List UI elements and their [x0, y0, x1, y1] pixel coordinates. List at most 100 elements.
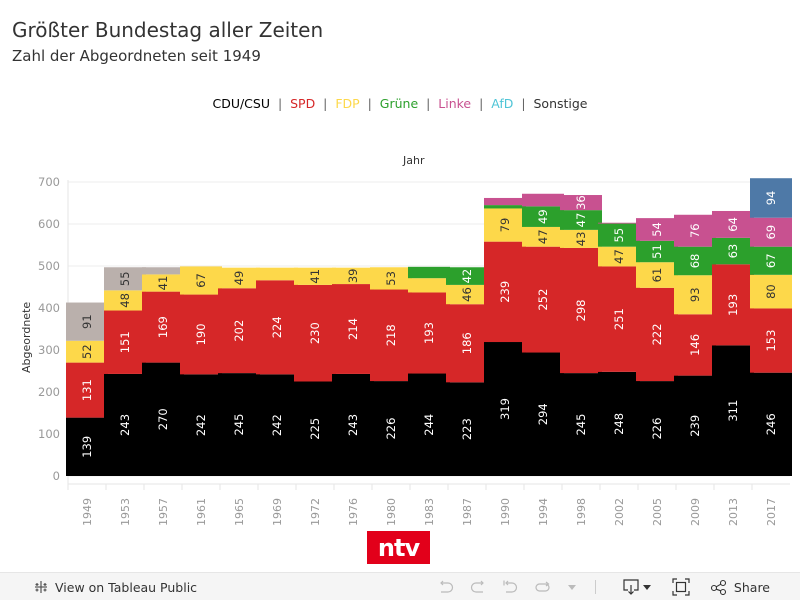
undo-button[interactable] — [437, 577, 455, 597]
bar-segment-gr-ne-2005[interactable] — [636, 240, 678, 263]
bar-segment-fdp-1965[interactable] — [218, 267, 260, 289]
bar-segment-spd-2009[interactable] — [674, 314, 716, 376]
bar-segment-fdp-1994[interactable] — [522, 226, 564, 247]
x-tick-label: 2002 — [613, 498, 626, 526]
bar-segment-linke-2017[interactable] — [750, 217, 792, 247]
bar-segment-spd-1998[interactable] — [560, 247, 602, 374]
bar-value-label: 294 — [536, 403, 550, 425]
bar-segment-fdp-1957[interactable] — [142, 274, 184, 292]
bar-segment-linke-2005[interactable] — [636, 218, 678, 241]
bar-segment-gr-ne-1998[interactable] — [560, 210, 602, 230]
bar-segment-gr-ne-2013[interactable] — [712, 237, 754, 265]
bar-segment-cdu-csu-1972[interactable] — [294, 381, 336, 477]
bar-segment-cdu-csu-2009[interactable] — [674, 375, 716, 476]
view-on-tableau-link[interactable]: View on Tableau Public — [33, 579, 197, 595]
bar-segment-fdp-1990[interactable] — [484, 208, 526, 242]
bar-segment-fdp-1953[interactable] — [104, 290, 146, 311]
bar-segment-afd-2017[interactable] — [750, 178, 792, 218]
download-button[interactable] — [622, 577, 652, 597]
refresh-button[interactable] — [533, 577, 553, 597]
bar-segment-fdp-2017[interactable] — [750, 274, 792, 309]
bar-segment-sonstige-1957[interactable] — [142, 267, 184, 275]
bar-segment-fdp-2002[interactable] — [598, 246, 640, 267]
bar-segment-spd-2002[interactable] — [598, 266, 640, 372]
bar-segment-linke-1990[interactable] — [484, 197, 526, 206]
bar-segment-spd-1994[interactable] — [522, 246, 564, 353]
bar-segment-spd-2017[interactable] — [750, 308, 792, 373]
bar-segment-spd-1987[interactable] — [446, 304, 488, 383]
bar-segment-spd-1990[interactable] — [484, 241, 526, 343]
bar-segment-fdp-1976[interactable] — [332, 267, 374, 285]
bar-segment-fdp-2005[interactable] — [636, 262, 678, 288]
bar-segment-fdp-1987[interactable] — [446, 284, 488, 305]
bar-segment-cdu-csu-1961[interactable] — [180, 374, 222, 476]
bar-segment-gr-ne-1987[interactable] — [446, 267, 488, 285]
bar-segment-cdu-csu-1953[interactable] — [104, 373, 146, 476]
bar-segment-gr-ne-2009[interactable] — [674, 246, 716, 276]
fullscreen-button[interactable] — [672, 577, 690, 597]
bar-segment-cdu-csu-1965[interactable] — [218, 373, 260, 476]
bar-segment-cdu-csu-1957[interactable] — [142, 362, 184, 476]
pause-dropdown[interactable] — [567, 577, 577, 597]
bar-segment-fdp-1949[interactable] — [66, 340, 108, 363]
bar-segment-fdp-1972[interactable] — [294, 267, 336, 285]
bar-segment-fdp-1998[interactable] — [560, 229, 602, 248]
bar-segment-cdu-csu-2005[interactable] — [636, 381, 678, 476]
tableau-toolbar: View on Tableau Public Share — [0, 572, 800, 600]
bar-segment-cdu-csu-1976[interactable] — [332, 373, 374, 476]
bar-segment-fdp-1983[interactable] — [408, 278, 450, 293]
bar-segment-cdu-csu-1998[interactable] — [560, 373, 602, 476]
bar-segment-cdu-csu-2017[interactable] — [750, 372, 792, 476]
bar-segment-cdu-csu-1987[interactable] — [446, 382, 488, 476]
bar-segment-gr-ne-1990[interactable] — [484, 205, 526, 209]
bar-value-label: 69 — [764, 225, 778, 240]
redo-button[interactable] — [469, 577, 487, 597]
bar-segment-linke-1994[interactable] — [522, 193, 564, 207]
bar-segment-spd-1983[interactable] — [408, 292, 450, 374]
bar-value-label: 39 — [346, 269, 360, 284]
bar-segment-linke-2013[interactable] — [712, 210, 754, 238]
bar-segment-spd-1969[interactable] — [256, 280, 298, 375]
y-tick-label: 700 — [38, 175, 60, 189]
bar-segment-cdu-csu-2002[interactable] — [598, 371, 640, 476]
bar-value-label: 248 — [612, 413, 626, 435]
share-button[interactable]: Share — [710, 577, 770, 597]
legend-item-afd: AfD — [491, 96, 514, 111]
bar-segment-cdu-csu-2013[interactable] — [712, 345, 754, 476]
bar-segment-fdp-1961[interactable] — [180, 266, 222, 295]
bar-segment-fdp-1969[interactable] — [256, 267, 298, 281]
bar-segment-spd-1953[interactable] — [104, 310, 146, 374]
bar-segment-fdp-1980[interactable] — [370, 267, 412, 290]
bar-segment-spd-1965[interactable] — [218, 288, 260, 374]
bar-segment-spd-1976[interactable] — [332, 284, 374, 374]
bar-segment-fdp-2009[interactable] — [674, 275, 716, 315]
bar-segment-cdu-csu-1969[interactable] — [256, 374, 298, 476]
bar-segment-sonstige-1953[interactable] — [104, 267, 146, 291]
bar-segment-linke-2009[interactable] — [674, 214, 716, 247]
bar-value-label: 43 — [574, 232, 588, 247]
bar-segment-sonstige-1949[interactable] — [66, 302, 108, 341]
bar-segment-spd-1961[interactable] — [180, 294, 222, 375]
bar-segment-cdu-csu-1949[interactable] — [66, 417, 108, 476]
bar-segment-cdu-csu-1990[interactable] — [484, 342, 526, 476]
bar-segment-gr-ne-2002[interactable] — [598, 223, 640, 247]
bar-segment-linke-2002[interactable] — [598, 222, 640, 224]
bar-segment-linke-1998[interactable] — [560, 195, 602, 211]
bar-segment-cdu-csu-1994[interactable] — [522, 352, 564, 476]
bar-segment-gr-ne-1994[interactable] — [522, 206, 564, 227]
bar-segment-cdu-csu-1983[interactable] — [408, 373, 450, 476]
bar-segment-spd-1949[interactable] — [66, 362, 108, 418]
bar-segment-gr-ne-1983[interactable] — [408, 266, 450, 279]
x-tick-label: 2009 — [689, 498, 702, 526]
bar-value-label: 246 — [764, 413, 778, 435]
bar-segment-gr-ne-2017[interactable] — [750, 246, 792, 275]
bar-segment-spd-1972[interactable] — [294, 284, 336, 382]
bar-segment-spd-1980[interactable] — [370, 289, 412, 382]
bar-value-label: 230 — [308, 322, 322, 344]
revert-button[interactable] — [501, 577, 519, 597]
bar-segment-cdu-csu-1980[interactable] — [370, 381, 412, 476]
bar-segment-spd-1957[interactable] — [142, 291, 184, 363]
bar-segment-spd-2005[interactable] — [636, 287, 678, 382]
bar-segment-spd-2013[interactable] — [712, 264, 754, 346]
bar-value-label: 49 — [232, 271, 246, 286]
